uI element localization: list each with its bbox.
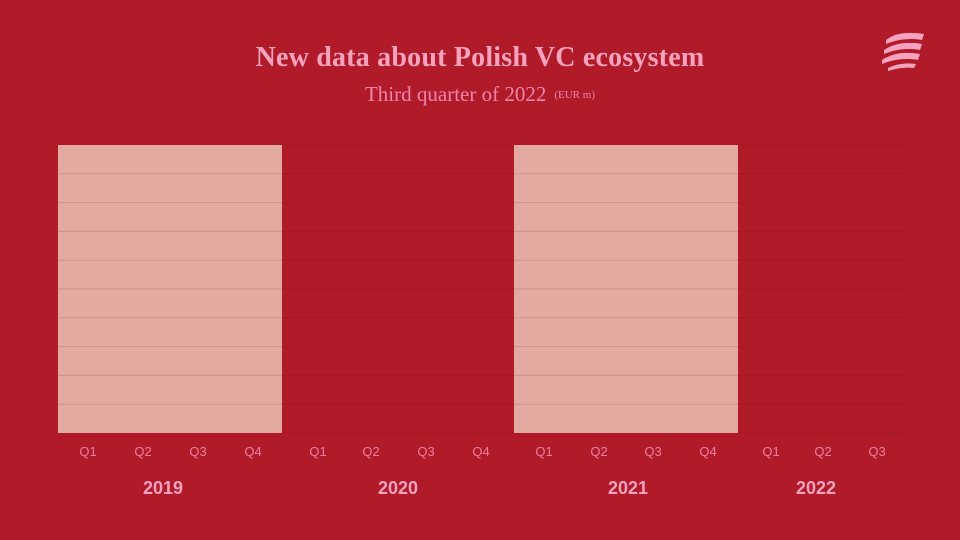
chart-subtitle: Third quarter of 2022 (EUR m): [0, 82, 960, 107]
quarter-label-2019-Q2: Q2: [134, 444, 151, 459]
year-label-2022: 2022: [796, 478, 836, 498]
chart-title: New data about Polish VC ecosystem: [255, 42, 705, 73]
year-label-2021: 2021: [608, 478, 648, 498]
axis-labels: Q1 Q2 Q3 Q4 2019 Q1 Q2 Q3 Q4 2020 Q1 Q2 Q3 Q4 2021 Q1 Q2…: [79, 444, 885, 498]
quarter-label-2021-Q3: Q3: [644, 444, 661, 459]
quarter-label-2022-Q1: Q1: [762, 444, 779, 459]
quarter-label-2022-Q3: Q3: [868, 444, 885, 459]
year-panels: [58, 145, 738, 433]
quarter-label-2022-Q2: Q2: [814, 444, 831, 459]
quarter-label-2021-Q2: Q2: [590, 444, 607, 459]
quarter-label-2019-Q3: Q3: [189, 444, 206, 459]
stacked-waves-logo-icon: [882, 32, 924, 71]
quarter-label-2020-Q3: Q3: [417, 444, 434, 459]
unit-label: (EUR m): [554, 89, 595, 101]
quarter-label-2019-Q4: Q4: [244, 444, 261, 459]
quarter-label-2020-Q1: Q1: [309, 444, 326, 459]
year-label-2019: 2019: [143, 478, 183, 498]
quarter-label-2020-Q2: Q2: [362, 444, 379, 459]
quarter-label-2020-Q4: Q4: [472, 444, 489, 459]
subtitle-text: Third quarter of 2022: [364, 82, 547, 106]
year-label-2020: 2020: [378, 478, 418, 498]
quarter-label-2019-Q1: Q1: [79, 444, 96, 459]
quarter-label-2021-Q1: Q1: [535, 444, 552, 459]
quarter-label-2021-Q4: Q4: [699, 444, 716, 459]
